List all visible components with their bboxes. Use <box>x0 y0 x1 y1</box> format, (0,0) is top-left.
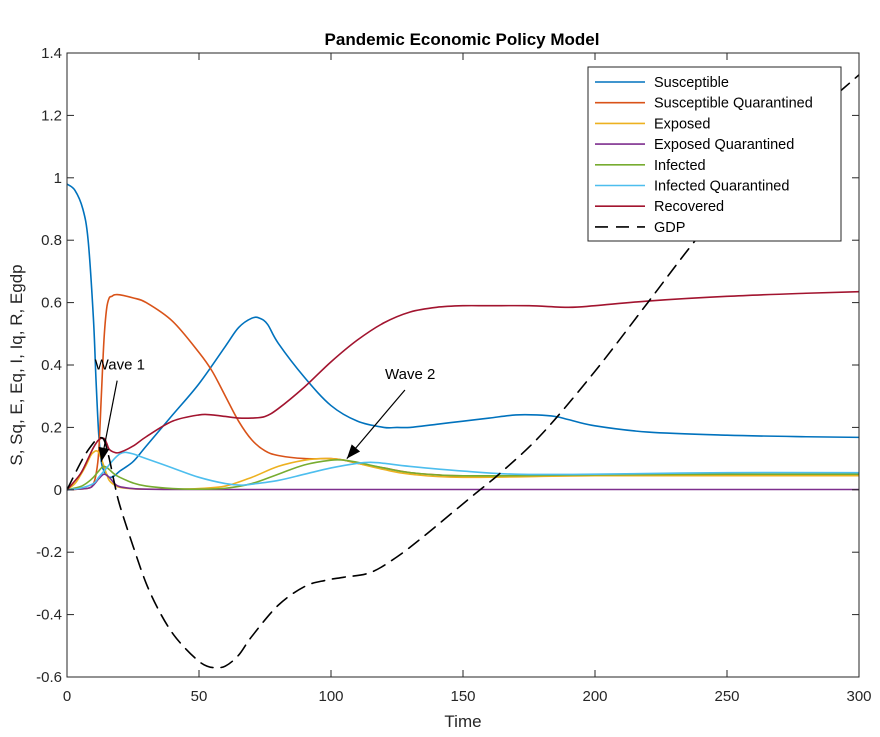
chart-title: Pandemic Economic Policy Model <box>325 30 600 49</box>
x-tick-label: 0 <box>63 688 71 705</box>
legend-label-susceptible-quarantined: Susceptible Quarantined <box>654 96 813 112</box>
series-line-recovered <box>67 290 859 491</box>
y-tick-label: 1.4 <box>41 45 62 62</box>
y-axis-label: S, Sq, E, Eq, I, Iq, R, Egdp <box>7 264 26 465</box>
series-line-infected <box>67 458 859 491</box>
legend-label-gdp: GDP <box>654 220 685 236</box>
x-tick-label: 150 <box>450 688 475 705</box>
x-tick-label: 50 <box>191 688 208 705</box>
y-tick-label: 0.8 <box>41 232 62 249</box>
legend: Susceptible Susceptible Quarantined Expose… <box>587 66 842 242</box>
legend-label-recovered: Recovered <box>654 199 724 215</box>
annotation-arrow-head <box>346 444 361 459</box>
y-tick-label: 0.6 <box>41 295 62 312</box>
x-tick-label: 250 <box>714 688 739 705</box>
legend-label-infected: Infected <box>654 158 706 174</box>
y-tick-label: 0.4 <box>41 357 62 374</box>
x-tick-label: 200 <box>582 688 607 705</box>
x-tick-label: 100 <box>318 688 343 705</box>
legend-label-infected-quarantined: Infected Quarantined <box>654 179 789 195</box>
annotation-layer: Wave 1 Wave 2 <box>95 357 435 462</box>
legend-label-exposed: Exposed <box>654 116 710 132</box>
legend-box <box>587 66 842 242</box>
legend-label-susceptible: Susceptible <box>654 75 729 91</box>
legend-label-exposed-quarantined: Exposed Quarantined <box>654 137 794 153</box>
y-tick-label: -0.4 <box>36 607 62 624</box>
y-tick-label: 1.2 <box>41 107 62 124</box>
annotation-label: Wave 1 <box>95 357 145 374</box>
x-tick-label: 300 <box>846 688 871 705</box>
x-ticks: 0 50 100 150 200 250 300 <box>63 53 872 705</box>
y-tick-label: -0.2 <box>36 544 62 561</box>
annotation-arrow-line <box>346 389 406 459</box>
series-line-gdp <box>67 74 859 669</box>
y-tick-label: 0.2 <box>41 419 62 436</box>
y-tick-label: 1 <box>54 170 62 187</box>
annotation-arrow-head <box>98 446 110 462</box>
y-tick-label: -0.6 <box>36 669 62 686</box>
y-ticks: -0.6 -0.4 -0.2 0 0.2 0.4 0.6 0.8 1 1.2 1.4 <box>36 45 859 686</box>
annotation-label: Wave 2 <box>385 366 435 383</box>
y-tick-label: 0 <box>54 482 62 499</box>
x-axis-label: Time <box>444 712 481 731</box>
